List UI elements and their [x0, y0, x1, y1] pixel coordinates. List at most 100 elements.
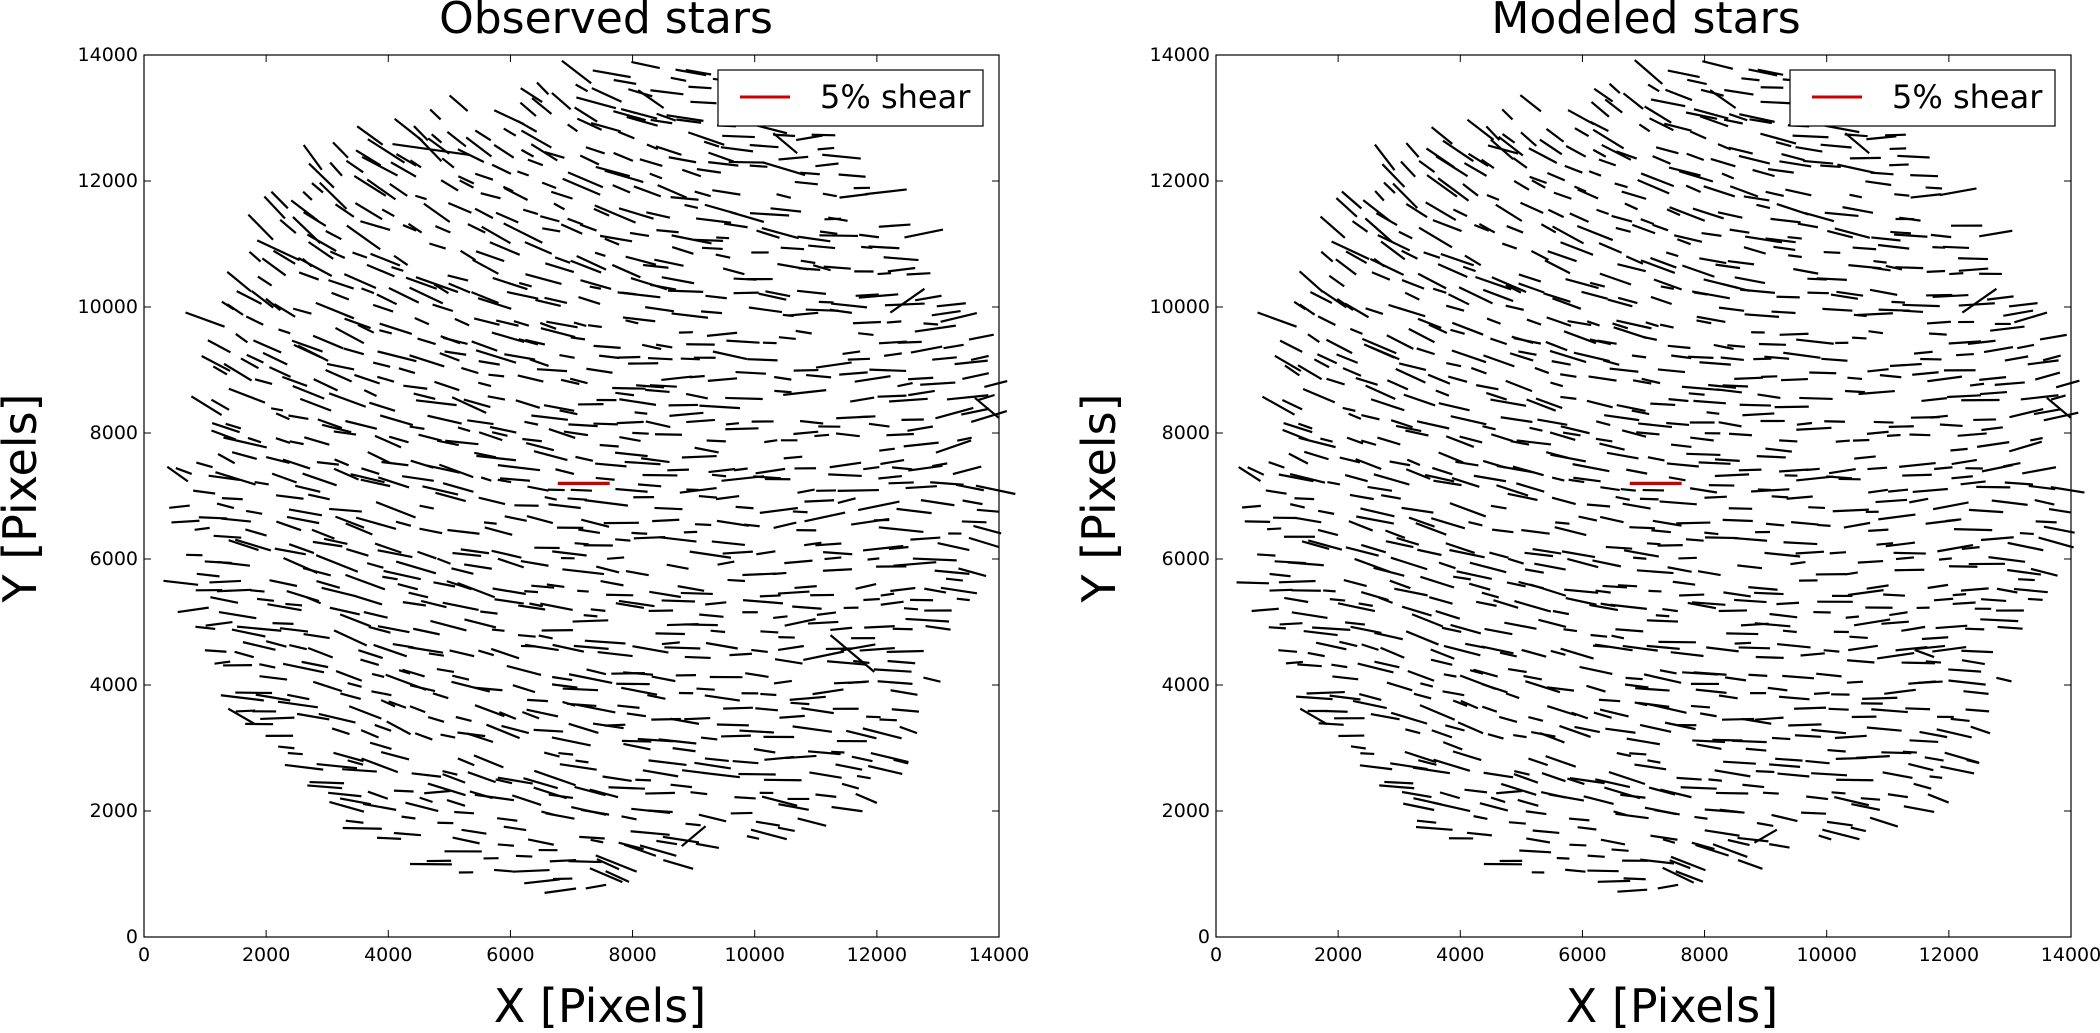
whisker: [393, 254, 409, 266]
whisker: [831, 805, 863, 813]
whisker: [1878, 513, 1916, 521]
whisker: [880, 592, 895, 597]
whisker: [340, 692, 362, 700]
whisker: [1632, 379, 1652, 385]
whisker: [388, 435, 409, 444]
whisker: [687, 131, 725, 146]
whisker: [439, 352, 460, 362]
whisker: [328, 392, 367, 408]
whisker: [639, 844, 677, 857]
x-tick-label: 6000: [486, 944, 534, 966]
whisker: [345, 819, 364, 824]
whisker: [824, 556, 842, 561]
whisker: [1595, 437, 1613, 443]
whisker: [1771, 495, 1789, 499]
whisker: [658, 738, 697, 745]
whisker: [923, 322, 939, 326]
whisker: [446, 799, 466, 807]
whisker: [774, 658, 803, 665]
x-tick-label: 14000: [2041, 944, 2100, 966]
whisker: [852, 320, 881, 325]
whisker: [1430, 658, 1453, 666]
whisker: [570, 259, 602, 274]
whisker: [1665, 251, 1679, 258]
whisker: [877, 394, 907, 398]
whisker: [1727, 259, 1755, 266]
whisker: [275, 494, 304, 500]
whisker: [867, 557, 880, 561]
whisker: [859, 233, 880, 239]
whisker: [333, 629, 368, 647]
whisker: [671, 312, 709, 319]
whisker: [783, 455, 803, 460]
whisker: [1379, 784, 1415, 790]
whisker: [656, 229, 679, 234]
whisker: [1738, 154, 1771, 165]
whisker: [1716, 388, 1742, 394]
whisker: [1876, 651, 1915, 660]
whisker: [548, 428, 576, 440]
whisker: [1374, 631, 1404, 641]
whisker: [1261, 395, 1296, 416]
whisker: [968, 333, 994, 341]
whisker: [1552, 225, 1585, 245]
whisker: [1981, 426, 2003, 432]
whisker: [1689, 487, 1718, 494]
whisker: [451, 396, 487, 414]
whisker: [1528, 757, 1549, 767]
whisker: [1844, 389, 1865, 394]
whisker: [570, 336, 586, 341]
whisker: [1640, 172, 1675, 188]
whisker: [1464, 254, 1482, 267]
whisker: [520, 129, 552, 149]
whisker: [402, 224, 417, 232]
whisker: [576, 254, 607, 271]
whisker: [696, 168, 722, 174]
whisker: [1685, 538, 1704, 542]
whisker: [1495, 203, 1523, 222]
whisker: [1548, 793, 1585, 802]
whisker: [455, 715, 472, 722]
whisker: [614, 451, 648, 458]
whisker: [1345, 546, 1379, 557]
whisker: [1501, 108, 1514, 121]
whisker: [629, 231, 650, 238]
whisker: [1349, 327, 1363, 335]
whisker: [497, 478, 512, 484]
y-tick-label: 12000: [78, 170, 138, 192]
whisker: [1475, 384, 1499, 391]
whisker: [1303, 450, 1329, 461]
whisker: [529, 602, 543, 608]
whisker: [1265, 489, 1287, 495]
whisker: [544, 887, 577, 894]
whisker: [457, 148, 485, 163]
whisker: [1710, 157, 1736, 168]
whisker: [1380, 240, 1406, 261]
whisker: [1885, 264, 1903, 271]
whisker: [1936, 728, 1972, 739]
whisker: [1646, 619, 1679, 623]
whisker: [695, 217, 732, 224]
whisker: [474, 686, 503, 692]
whisker: [1937, 543, 1974, 553]
whisker: [1551, 476, 1565, 482]
whisker: [667, 289, 704, 293]
whisker: [245, 315, 264, 326]
whisker: [1777, 642, 1811, 649]
whisker: [415, 194, 427, 201]
whisker: [720, 146, 754, 153]
whisker: [641, 343, 662, 351]
whisker: [1398, 230, 1413, 240]
y-tick-label: 0: [126, 926, 138, 948]
whisker: [934, 569, 970, 575]
whisker: [1385, 529, 1406, 539]
x-tick-label: 0: [1210, 944, 1222, 966]
y-tick-label: 10000: [1150, 296, 1210, 318]
whisker: [793, 368, 819, 372]
whisker: [1312, 626, 1351, 631]
whisker: [1867, 368, 1889, 373]
whisker: [1390, 556, 1428, 571]
whisker: [1961, 649, 1994, 654]
whisker: [379, 322, 413, 335]
whisker: [539, 215, 560, 223]
